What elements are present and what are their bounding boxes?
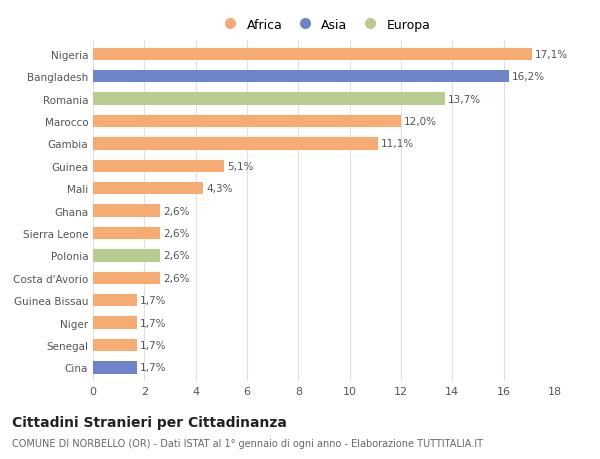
Text: 2,6%: 2,6% (163, 229, 190, 239)
Bar (93, 93, 445, 106)
Bar (93, 116, 401, 128)
Text: 16,2%: 16,2% (512, 72, 545, 82)
Bar (93, 183, 203, 195)
Bar (93, 339, 137, 351)
Bar (93, 317, 137, 329)
Text: 13,7%: 13,7% (448, 95, 481, 104)
Text: 4,3%: 4,3% (206, 184, 233, 194)
Bar (93, 272, 160, 284)
Text: COMUNE DI NORBELLO (OR) - Dati ISTAT al 1° gennaio di ogni anno - Elaborazione T: COMUNE DI NORBELLO (OR) - Dati ISTAT al … (12, 438, 483, 448)
Bar (93, 294, 137, 307)
Text: 12,0%: 12,0% (404, 117, 437, 127)
Bar (93, 205, 160, 217)
Text: Cittadini Stranieri per Cittadinanza: Cittadini Stranieri per Cittadinanza (12, 415, 287, 429)
Text: 1,7%: 1,7% (140, 363, 166, 373)
Text: 2,6%: 2,6% (163, 206, 190, 216)
Bar (93, 361, 137, 374)
Text: 1,7%: 1,7% (140, 318, 166, 328)
Bar (93, 49, 532, 61)
Bar (93, 250, 160, 262)
Text: 5,1%: 5,1% (227, 162, 253, 172)
Text: 1,7%: 1,7% (140, 296, 166, 306)
Bar (93, 227, 160, 240)
Text: 1,7%: 1,7% (140, 340, 166, 350)
Text: 2,6%: 2,6% (163, 273, 190, 283)
Text: 17,1%: 17,1% (535, 50, 568, 60)
Bar (93, 160, 224, 173)
Text: 11,1%: 11,1% (381, 139, 414, 149)
Legend: Africa, Asia, Europa: Africa, Asia, Europa (213, 14, 435, 37)
Bar (93, 71, 509, 83)
Bar (93, 138, 378, 150)
Text: 2,6%: 2,6% (163, 251, 190, 261)
